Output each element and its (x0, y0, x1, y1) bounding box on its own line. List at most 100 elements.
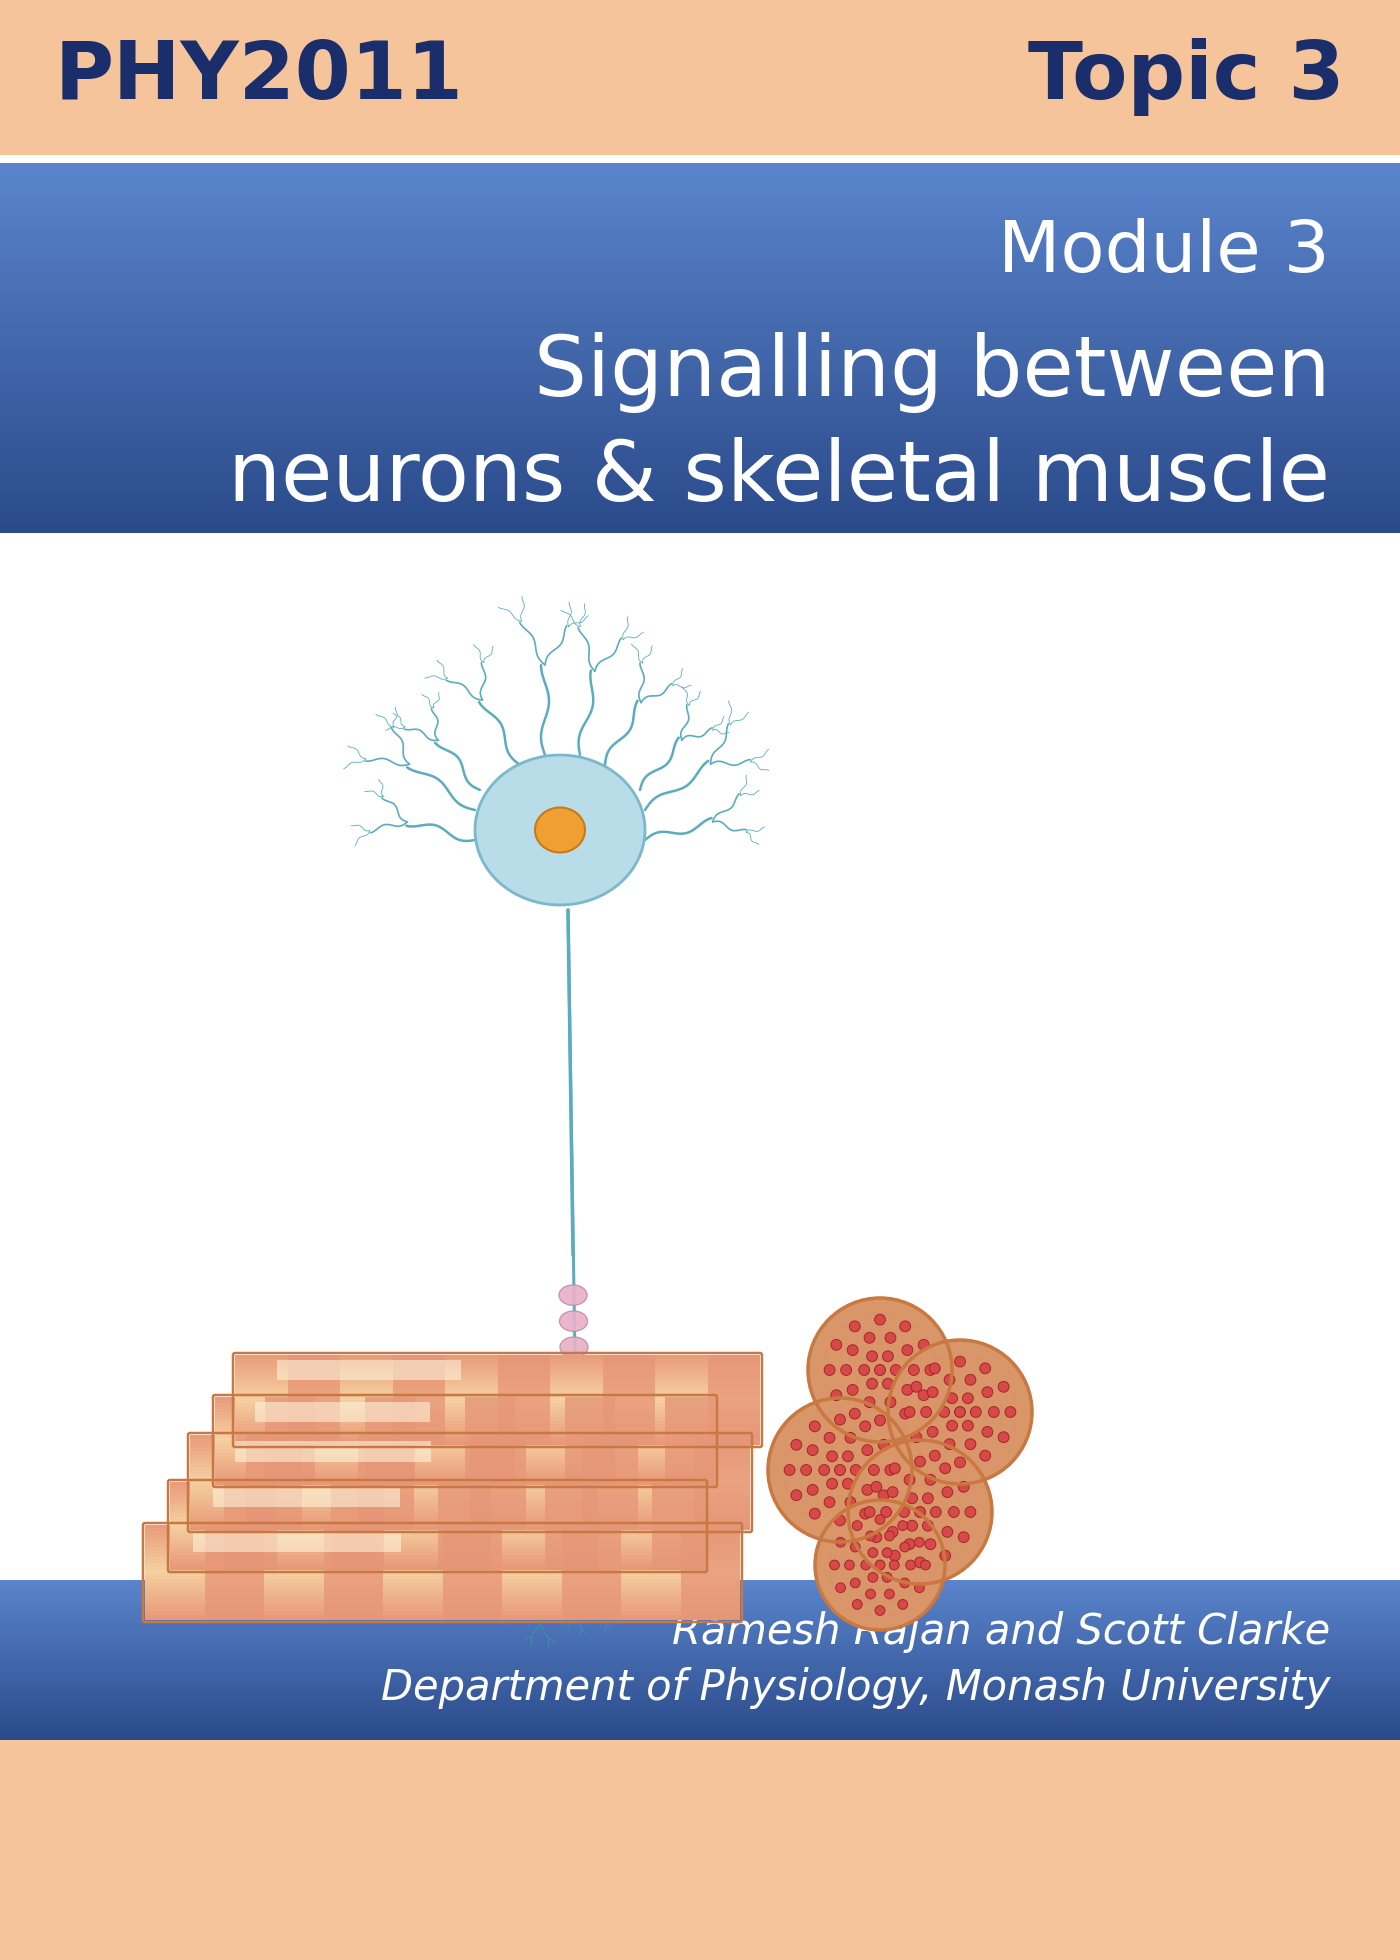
Circle shape (834, 1515, 846, 1525)
Bar (330, 1531, 384, 1535)
Bar (561, 1548, 622, 1554)
Circle shape (850, 1441, 991, 1582)
Bar (323, 1595, 384, 1601)
Circle shape (848, 1441, 991, 1584)
Circle shape (930, 1362, 941, 1374)
Bar (169, 1539, 706, 1541)
Circle shape (925, 1539, 935, 1550)
Bar (277, 1360, 461, 1380)
Bar (169, 1558, 706, 1562)
Bar (680, 1572, 741, 1578)
Circle shape (871, 1482, 882, 1492)
Circle shape (816, 1501, 944, 1629)
Bar (190, 1490, 750, 1492)
Bar (582, 1448, 638, 1454)
Circle shape (925, 1364, 935, 1376)
Circle shape (809, 1299, 951, 1441)
Bar (235, 1360, 760, 1364)
Bar (651, 1539, 706, 1544)
Bar (190, 1454, 750, 1456)
Bar (235, 1421, 760, 1425)
Bar (497, 1413, 550, 1417)
Bar (470, 1497, 526, 1501)
Bar (216, 1450, 715, 1452)
Bar (146, 1560, 741, 1562)
Circle shape (867, 1350, 878, 1362)
Bar (545, 1509, 598, 1513)
Bar (582, 1441, 638, 1445)
Bar (680, 1568, 741, 1572)
Bar (392, 1441, 445, 1445)
Circle shape (888, 1341, 1032, 1484)
Bar (694, 1454, 750, 1458)
Bar (545, 1486, 598, 1492)
Bar (190, 1507, 750, 1511)
Circle shape (889, 1341, 1032, 1484)
Circle shape (848, 1441, 993, 1584)
Bar (561, 1558, 622, 1562)
Bar (497, 1423, 550, 1427)
Bar (216, 1429, 715, 1433)
Bar (216, 1423, 715, 1427)
Circle shape (841, 1364, 851, 1376)
Bar (287, 1423, 340, 1427)
Bar (204, 1544, 265, 1548)
Circle shape (847, 1345, 858, 1356)
Circle shape (889, 1341, 1030, 1484)
Bar (235, 1386, 760, 1388)
Circle shape (850, 1441, 991, 1582)
Circle shape (981, 1388, 993, 1397)
Circle shape (888, 1341, 1032, 1484)
Bar (265, 1433, 315, 1437)
Circle shape (955, 1407, 966, 1417)
Bar (169, 1544, 706, 1546)
Ellipse shape (560, 1337, 588, 1356)
Circle shape (906, 1560, 916, 1570)
Bar (694, 1488, 750, 1492)
Bar (465, 1458, 515, 1462)
Bar (235, 1441, 431, 1462)
Bar (235, 1411, 760, 1415)
Bar (265, 1458, 315, 1462)
Bar (442, 1578, 503, 1582)
Circle shape (850, 1443, 990, 1582)
Circle shape (850, 1443, 990, 1582)
Bar (169, 1482, 706, 1486)
Circle shape (848, 1441, 991, 1584)
Bar (323, 1568, 384, 1572)
Bar (146, 1572, 741, 1576)
Circle shape (888, 1341, 1032, 1484)
Circle shape (889, 1341, 1030, 1484)
Bar (146, 1617, 741, 1621)
Bar (204, 1562, 265, 1568)
Bar (146, 1531, 741, 1535)
Bar (545, 1556, 598, 1562)
Circle shape (808, 1298, 952, 1443)
Circle shape (848, 1441, 991, 1584)
Circle shape (865, 1590, 875, 1599)
Bar (651, 1499, 706, 1503)
Circle shape (816, 1501, 944, 1629)
Circle shape (809, 1299, 951, 1441)
Circle shape (834, 1415, 846, 1425)
Bar (442, 1529, 503, 1535)
Circle shape (867, 1378, 878, 1390)
Circle shape (769, 1397, 911, 1543)
Bar (561, 1588, 622, 1592)
Bar (224, 1544, 277, 1548)
Circle shape (809, 1299, 951, 1441)
Circle shape (868, 1548, 878, 1558)
Bar (665, 1415, 715, 1419)
Bar (358, 1492, 414, 1497)
Bar (169, 1529, 706, 1533)
Circle shape (889, 1341, 1032, 1484)
Bar (437, 1521, 491, 1527)
Bar (146, 1541, 741, 1544)
Circle shape (899, 1507, 910, 1517)
Bar (146, 1539, 741, 1541)
Bar (265, 1397, 315, 1401)
Bar (146, 1554, 741, 1556)
Bar (602, 1437, 655, 1441)
Bar (365, 1427, 414, 1433)
Bar (365, 1441, 414, 1445)
